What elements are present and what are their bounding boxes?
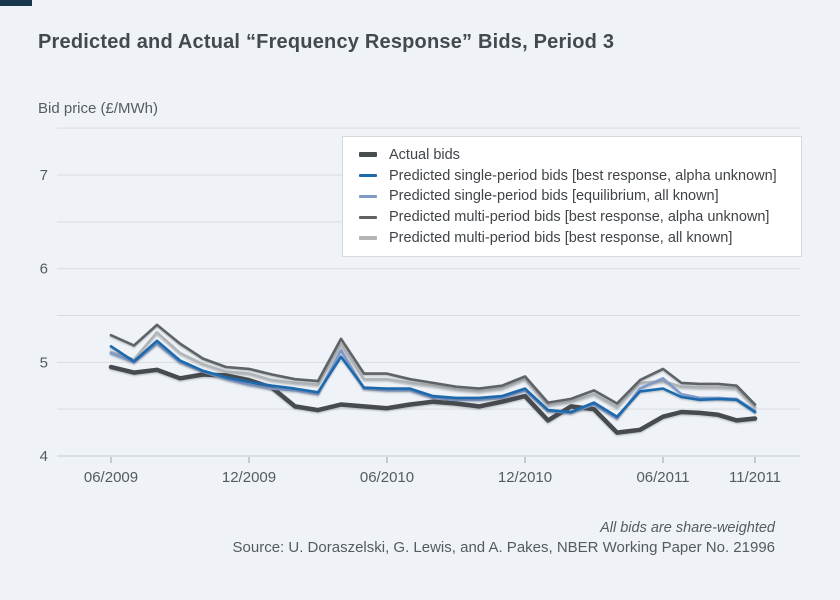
series-lines <box>108 323 758 435</box>
y-tick-label: 6 <box>40 261 48 278</box>
legend-swatch-multi-period-all-known <box>359 236 377 240</box>
legend-label: Predicted multi-period bids [best respon… <box>389 230 733 247</box>
chart-title: Predicted and Actual “Frequency Response… <box>38 31 615 53</box>
y-tick-label: 5 <box>40 354 48 371</box>
x-tick-label: 06/2010 <box>360 469 414 486</box>
legend-swatch-single-period-equilibrium <box>359 194 377 199</box>
legend-label: Predicted single-period bids [equilibriu… <box>389 188 719 205</box>
legend-label: Predicted multi-period bids [best respon… <box>389 209 770 226</box>
chart-legend: Actual bids Predicted single-period bids… <box>342 136 802 257</box>
legend-item-single-period-best-response: Predicted single-period bids [best respo… <box>359 168 797 184</box>
brand-accent-bar <box>0 0 32 6</box>
actual-bids-line <box>108 364 758 435</box>
y-axis-title: Bid price (£/MWh) <box>38 100 159 117</box>
legend-item-actual-bids: Actual bids <box>359 147 797 163</box>
legend-label: Actual bids <box>389 146 460 163</box>
multi-period-best-response-line <box>109 323 757 406</box>
legend-label: Predicted single-period bids [best respo… <box>389 167 777 184</box>
footnote-share-weighted: All bids are share-weighted <box>600 520 775 536</box>
x-tick-label: 12/2010 <box>498 469 552 486</box>
x-tick-label: 06/2009 <box>84 469 138 486</box>
legend-item-multi-period-all-known: Predicted multi-period bids [best respon… <box>359 230 797 246</box>
y-tick-label: 7 <box>40 167 48 184</box>
legend-swatch-single-period-best-response <box>359 173 377 178</box>
legend-swatch-multi-period-best-response <box>359 215 377 220</box>
x-tick-label: 06/2011 <box>636 469 689 486</box>
x-tick-label: 12/2009 <box>222 469 276 486</box>
axis-ticks <box>110 457 756 463</box>
footnote-source: Source: U. Doraszelski, G. Lewis, and A.… <box>232 539 775 556</box>
single-period-best-response-line <box>109 339 757 419</box>
legend-item-multi-period-best-response: Predicted multi-period bids [best respon… <box>359 209 797 225</box>
single-period-equilibrium-line <box>109 342 757 420</box>
legend-item-single-period-equilibrium: Predicted single-period bids [equilibriu… <box>359 188 797 204</box>
legend-swatch-actual-bids <box>359 152 377 158</box>
y-tick-label: 4 <box>40 448 48 465</box>
chart-footnotes: All bids are share-weighted Source: U. D… <box>233 519 775 557</box>
multi-period-all-known-line <box>109 331 757 409</box>
x-tick-label: 11/2011 <box>729 469 781 486</box>
